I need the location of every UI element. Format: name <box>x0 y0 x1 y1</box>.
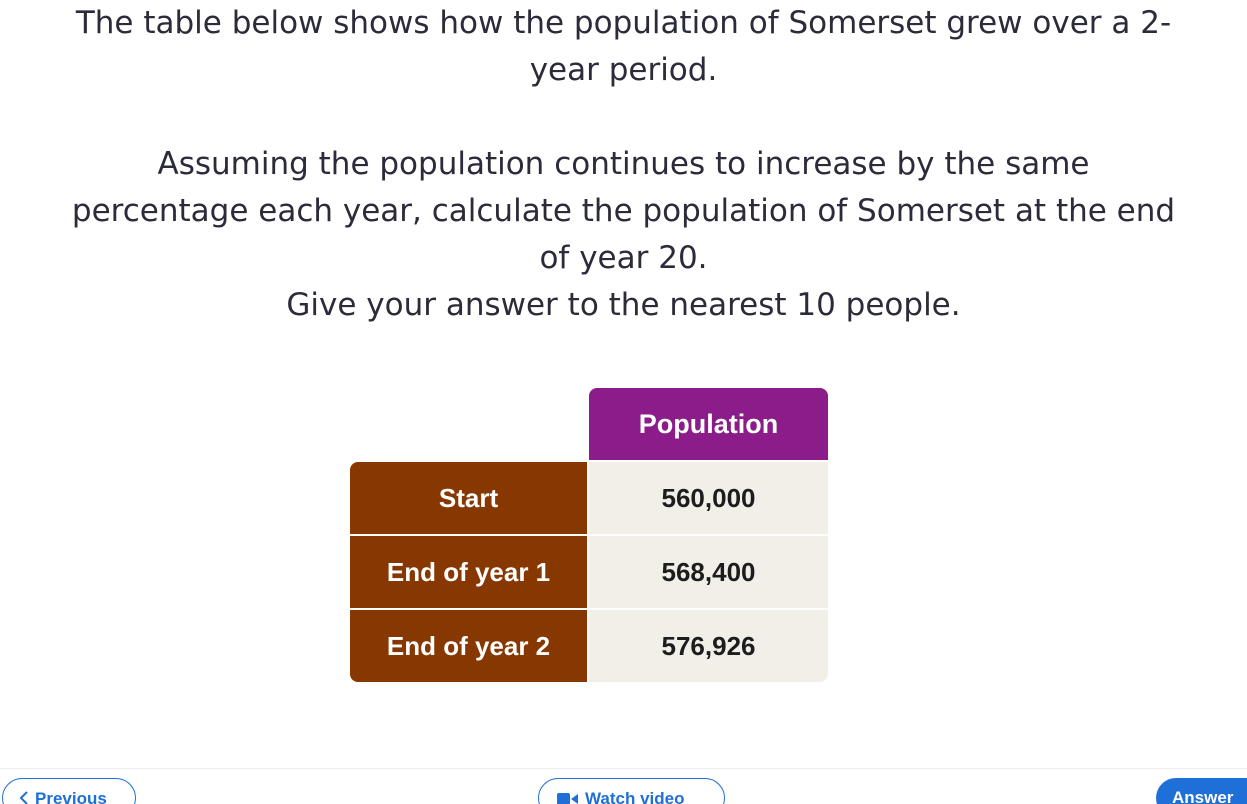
question-line: The table below shows how the population… <box>75 5 1172 41</box>
question-text: The table below shows how the population… <box>0 0 1247 329</box>
previous-label: Previous <box>35 789 107 804</box>
chevron-left-icon <box>19 789 29 804</box>
question-line: of year 20. <box>539 240 708 276</box>
table-row-label: End of year 1 <box>350 536 587 608</box>
table-row-value: 576,926 <box>589 610 828 682</box>
watch-video-label: Watch video <box>585 789 685 804</box>
question-line: Assuming the population continues to inc… <box>157 146 1090 182</box>
population-table: Population Start 560,000 End of year 1 5… <box>350 388 828 684</box>
table-row-label: End of year 2 <box>350 610 587 682</box>
table-row-label: Start <box>350 462 587 534</box>
question-line: percentage each year, calculate the popu… <box>71 193 1176 229</box>
table-row-value: 560,000 <box>589 462 828 534</box>
question-line: year period. <box>529 52 718 88</box>
question-line: Give your answer to the nearest 10 peopl… <box>286 287 961 323</box>
video-camera-icon <box>557 789 579 804</box>
answer-button[interactable]: Answer <box>1156 778 1247 804</box>
table-row-value: 568,400 <box>589 536 828 608</box>
watch-video-button[interactable]: Watch video <box>538 778 725 804</box>
previous-button[interactable]: Previous <box>2 778 136 804</box>
answer-label: Answer <box>1172 788 1234 804</box>
footer-divider <box>0 768 1247 769</box>
table-header-population: Population <box>589 388 828 460</box>
